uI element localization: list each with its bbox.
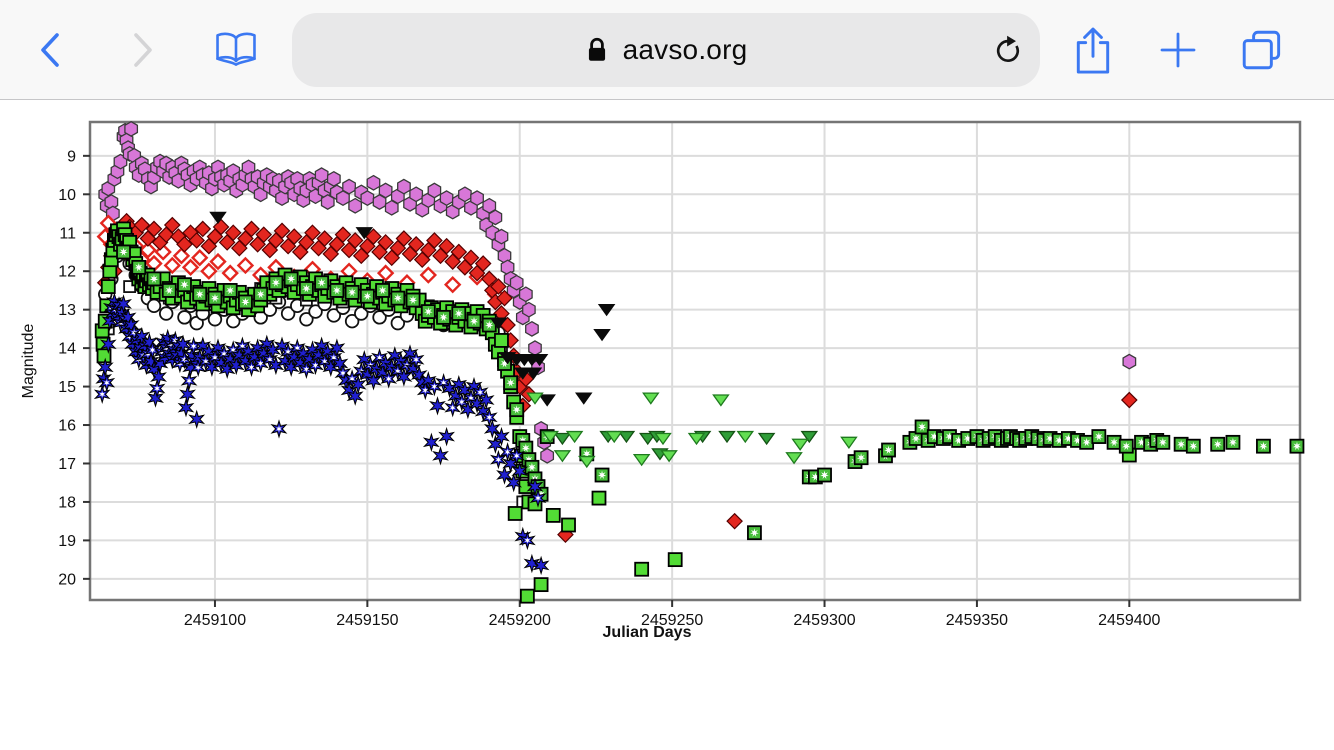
reload-icon [996,35,1020,62]
series-black-triangle-down [209,211,616,407]
back-button[interactable] [28,0,72,100]
svg-text:2459400: 2459400 [1098,612,1160,629]
x-axis-title: Julian Days [603,624,692,641]
svg-text:2459250: 2459250 [641,612,703,629]
reload-button[interactable] [986,28,1030,72]
svg-text:2459300: 2459300 [793,612,855,629]
svg-text:9: 9 [67,148,76,165]
chevron-right-icon [134,33,152,67]
series-green-triangle-light [526,392,858,469]
book-icon [216,32,256,66]
svg-text:2459200: 2459200 [489,612,551,629]
web-page-content: 2459100 2459150 2459200 2459250 2459300 24593… [0,100,1334,750]
light-curve-chart: 2459100 2459150 2459200 2459250 2459300 24593… [20,120,1305,641]
tabs-icon [1242,30,1281,70]
series-green-square [94,221,1137,604]
series-green-square-star [116,244,1305,541]
svg-text:13: 13 [58,302,76,319]
axis-ticks [83,154,1131,607]
svg-text:19: 19 [58,533,76,550]
forward-button[interactable] [121,0,165,100]
data-points [93,120,1305,604]
plot-border [88,120,1302,602]
share-icon [1076,27,1110,74]
share-button[interactable] [1069,0,1117,100]
svg-text:15: 15 [58,379,76,396]
svg-text:2459150: 2459150 [336,612,398,629]
svg-text:14: 14 [58,341,76,358]
svg-text:20: 20 [58,571,76,588]
svg-text:2459350: 2459350 [946,612,1008,629]
tabs-button[interactable] [1238,0,1288,100]
axis-tick-labels: 2459100 2459150 2459200 2459250 2459300 24593… [58,148,1160,629]
lock-icon [588,37,605,61]
svg-text:12: 12 [58,264,76,281]
svg-text:16: 16 [58,418,76,435]
svg-text:10: 10 [58,187,76,204]
series-blue-star [93,292,550,576]
browser-toolbar: aavso.org [0,0,1334,100]
url-text: aavso.org [622,34,748,65]
bookmarks-button[interactable] [210,0,262,100]
y-axis-title: Magnitude [20,324,37,399]
plus-icon [1160,32,1196,68]
svg-text:11: 11 [59,225,76,242]
new-tab-button[interactable] [1154,0,1202,100]
series-violet-hexagon [98,120,1137,464]
svg-text:2459100: 2459100 [184,612,246,629]
svg-text:17: 17 [58,456,76,473]
series-red-diamond [96,212,1138,543]
address-bar[interactable]: aavso.org [292,13,1040,87]
chevron-left-icon [41,33,59,67]
svg-text:18: 18 [58,494,76,511]
